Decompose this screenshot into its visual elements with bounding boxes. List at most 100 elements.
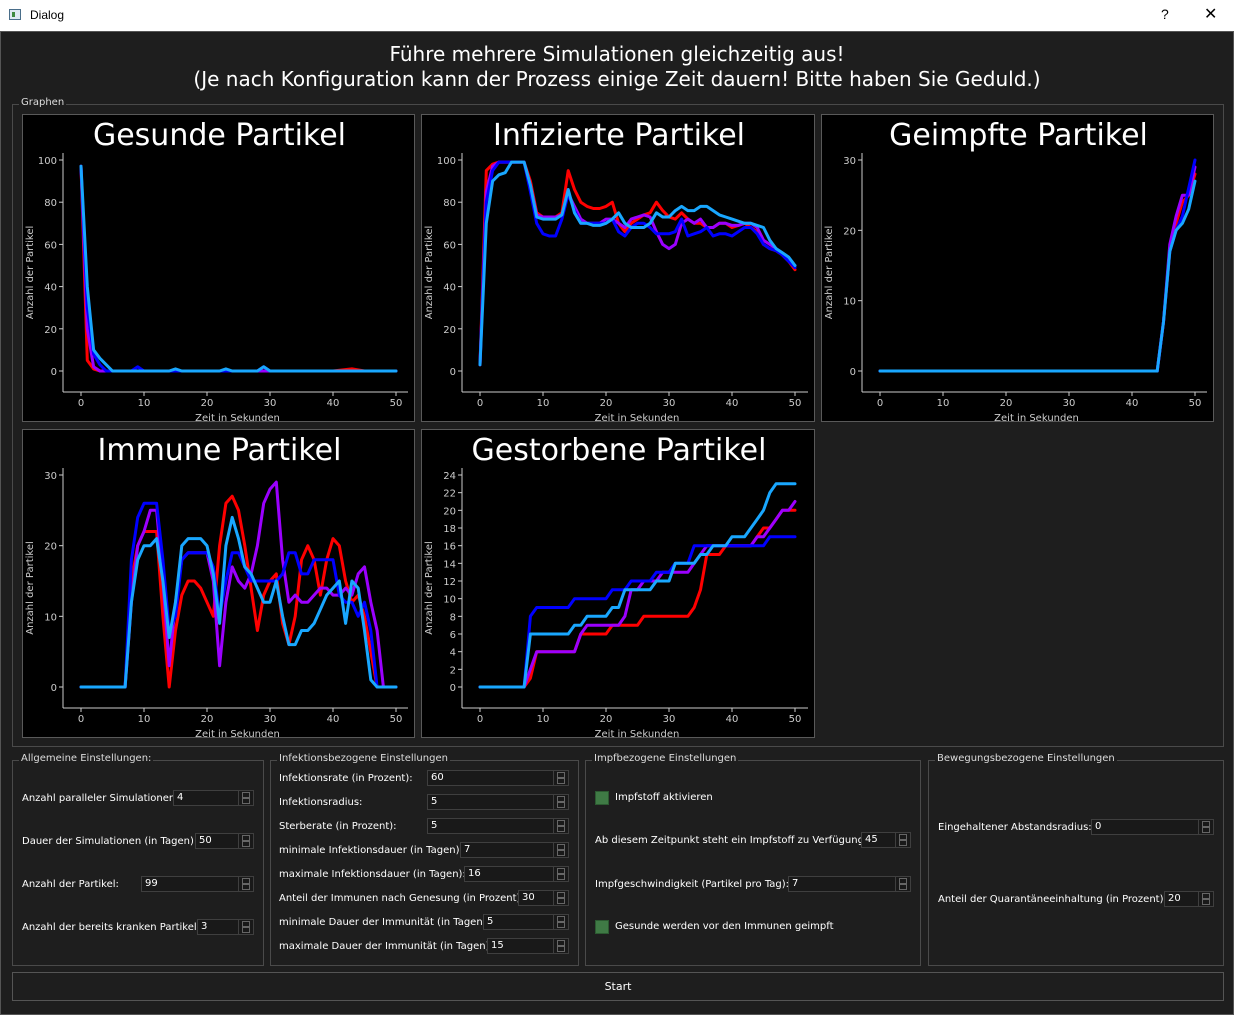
- plot-dead-ytick-label: 8: [450, 612, 456, 623]
- max-infection-duration-spinbox[interactable]: 16: [464, 866, 569, 882]
- min-immunity-duration-value: 5: [487, 916, 494, 927]
- plot-dead-xtick-label: 0: [477, 714, 483, 725]
- min-infection-duration-spinbox[interactable]: 7: [460, 842, 569, 858]
- plot-healthy-series-blue: [79, 164, 398, 373]
- plot-healthy-xtick-label: 10: [138, 398, 151, 409]
- plot-immune-svg: Immune Partikel 0 10 20 30 0 10 20 30 40 50 Zeit in…: [25, 433, 408, 739]
- particle-count-value: 99: [145, 878, 158, 889]
- plot-vaccinated-ytick-label: 30: [843, 156, 856, 167]
- plot-infected-ytick-label: 20: [443, 325, 456, 336]
- plot-immune-ytick-label: 30: [44, 471, 57, 482]
- plot-vaccinated-xtick-label: 0: [877, 398, 883, 409]
- particle-count-spinbox[interactable]: 99: [141, 876, 254, 892]
- parallel-simulations-value: 4: [177, 792, 184, 803]
- plot-healthy-series-red: [79, 164, 398, 373]
- window-title-bar: Dialog ? ✕: [0, 0, 1234, 31]
- max-infection-duration-label: maximale Infektionsdauer (in Tagen):: [279, 869, 466, 880]
- min-immunity-duration-spinbox[interactable]: 5: [483, 914, 569, 930]
- vaccination-settings-group: Impfbezogene Einstellungen: [585, 753, 921, 966]
- particle-count-label: Anzahl der Partikel:: [22, 879, 119, 890]
- infection-radius-spinbox[interactable]: 5: [427, 794, 569, 810]
- plot-vaccinated-ytick-label: 0: [850, 367, 856, 378]
- simulation-duration-spinbox[interactable]: 50: [195, 833, 254, 849]
- healthy-first-checkbox[interactable]: [595, 920, 609, 934]
- infection-rate-spinbox[interactable]: 60: [427, 770, 569, 786]
- plot-dead-ylabel: Anzahl der Partikel: [424, 541, 435, 635]
- plot-dead-ytick-label: 10: [443, 595, 456, 606]
- general-settings-group: Allgemeine Einstellungen:: [12, 753, 264, 966]
- plot-dead-ytick-label: 24: [443, 471, 456, 482]
- immune-after-recovery-value: 30: [522, 892, 535, 903]
- immune-after-recovery-spinbox[interactable]: 30: [518, 890, 569, 906]
- immune-after-recovery-label: Anteil der Immunen nach Genesung (in Pro…: [279, 893, 524, 904]
- simulation-duration-label: Dauer der Simulationen (in Tagen):: [22, 836, 198, 847]
- infection-radius-label: Infektionsradius:: [279, 797, 363, 808]
- plot-infected-xtick-label: 10: [537, 398, 550, 409]
- plot-immune-xtick-label: 10: [138, 714, 151, 725]
- vaccine-start-spinbox[interactable]: 45: [861, 832, 911, 848]
- plot-dead-ytick-label: 0: [450, 683, 456, 694]
- plot-dead-xtick-label: 10: [537, 714, 550, 725]
- plot-infected-xtick-label: 30: [663, 398, 676, 409]
- plot-dead-ytick-label: 12: [443, 577, 456, 588]
- plot-infected-series-blue: [478, 160, 797, 367]
- help-icon[interactable]: ?: [1161, 6, 1169, 22]
- plot-infected-ytick-label: 0: [450, 367, 456, 378]
- vaccine-activate-checkbox[interactable]: [595, 791, 609, 805]
- plot-dead-xtick-label: 50: [789, 714, 802, 725]
- start-button[interactable]: Start: [12, 972, 1224, 1001]
- plot-vaccinated-xtick-label: 10: [937, 398, 950, 409]
- plot-dead-xlabel: Zeit in Sekunden: [595, 729, 680, 739]
- vaccine-start-value: 45: [865, 834, 878, 845]
- close-icon[interactable]: ✕: [1204, 6, 1218, 23]
- initially-sick-spinbox[interactable]: 3: [197, 919, 254, 935]
- plot-immune-ytick-label: 10: [44, 612, 57, 623]
- window-title: Dialog: [30, 8, 65, 22]
- infection-radius-value: 5: [431, 796, 438, 807]
- plot-vaccinated-ytick-label: 20: [843, 226, 856, 237]
- plot-dead-ytick-label: 16: [443, 542, 456, 553]
- parallel-simulations-spinbox[interactable]: 4: [173, 790, 254, 806]
- plot-infected-xlabel: Zeit in Sekunden: [595, 413, 680, 423]
- plot-infected-xtick-label: 20: [600, 398, 613, 409]
- plot-dead-ytick-label: 6: [450, 630, 456, 641]
- vaccine-speed-value: 7: [792, 878, 799, 889]
- graphs-group: Graphen: [12, 97, 1224, 747]
- quarantine-label: Anteil der Quarantäneeinhaltung (in Proz…: [938, 894, 1167, 905]
- distance-radius-label: Eingehaltener Abstandsradius:: [938, 822, 1092, 833]
- max-immunity-duration-spinbox[interactable]: 15: [487, 938, 569, 954]
- plot-healthy-ytick-label: 100: [38, 156, 57, 167]
- infection-rate-label: Infektionsrate (in Prozent):: [279, 773, 413, 784]
- min-infection-duration-label: minimale Infektionsdauer (in Tagen):: [279, 845, 463, 856]
- movement-settings-title: Bewegungsbezogene Einstellungen: [935, 753, 1117, 764]
- parallel-simulations-label: Anzahl paralleler Simulationen:: [22, 793, 179, 804]
- plot-infected-ylabel: Anzahl der Partikel: [424, 226, 435, 320]
- initially-sick-label: Anzahl der bereits kranken Partikel:: [22, 922, 200, 933]
- distance-radius-spinbox[interactable]: 0: [1091, 819, 1214, 835]
- plot-dead-xtick-label: 40: [726, 714, 739, 725]
- plot-vaccinated-series-purple: [878, 165, 1197, 373]
- plot-dead-ytick-label: 18: [443, 524, 456, 535]
- plot-healthy-xtick-label: 50: [390, 398, 403, 409]
- plot-immune-xtick-label: 30: [264, 714, 277, 725]
- plot-immune-ytick-label: 20: [44, 542, 57, 553]
- plot-dead-xtick-label: 20: [600, 714, 613, 725]
- plot-immune-ytick-label: 0: [51, 683, 57, 694]
- plot-infected-xtick-label: 50: [789, 398, 802, 409]
- vaccine-speed-spinbox[interactable]: 7: [788, 876, 911, 892]
- movement-settings-group: Bewegungsbezogene Einstellungen: [928, 753, 1224, 966]
- plot-vaccinated-xtick-label: 40: [1126, 398, 1139, 409]
- plot-healthy-ytick-label: 20: [44, 325, 57, 336]
- quarantine-spinbox[interactable]: 20: [1164, 891, 1214, 907]
- infection-rate-value: 60: [431, 772, 444, 783]
- plot-vaccinated-series-red: [878, 172, 1197, 373]
- min-infection-duration-value: 7: [464, 844, 471, 855]
- death-rate-spinbox[interactable]: 5: [427, 818, 569, 834]
- vaccination-settings-title: Impfbezogene Einstellungen: [592, 753, 739, 764]
- plot-immune-ylabel: Anzahl der Partikel: [25, 541, 36, 635]
- vaccine-activate-label: Impfstoff aktivieren: [615, 792, 713, 803]
- min-immunity-duration-label: minimale Dauer der Immunität (in Tagen):: [279, 917, 490, 928]
- plot-healthy-xtick-label: 30: [264, 398, 277, 409]
- plot-healthy-ytick-label: 80: [44, 198, 57, 209]
- vaccine-start-label: Ab diesem Zeitpunkt steht ein Impfstoff …: [595, 835, 868, 846]
